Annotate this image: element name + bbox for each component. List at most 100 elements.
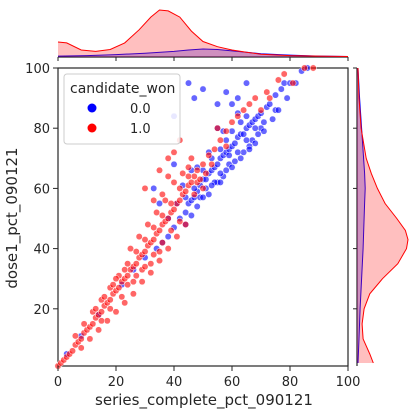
point-0-0-94 [274, 106, 282, 114]
point-0-0-97 [199, 193, 207, 201]
point-1-0-111 [141, 263, 149, 271]
y-tick-label-4: 100 [25, 62, 50, 77]
point-1-0-120 [92, 305, 100, 313]
point-1-0-91 [135, 233, 143, 241]
point-0-0-27 [231, 139, 239, 147]
axes: 0 20 40 60 80 100 20 40 60 80 100 [25, 57, 360, 390]
point-1-0-124 [214, 124, 221, 132]
point-0-0-40 [277, 85, 285, 93]
point-1-0-129 [289, 79, 297, 87]
point-1-0-133 [185, 163, 192, 171]
point-0-0-99 [216, 169, 224, 177]
point-0-0-72 [170, 160, 178, 168]
point-1-0-71 [141, 236, 149, 244]
point-0-0-70 [156, 200, 163, 207]
point-0-0-108 [214, 100, 221, 108]
legend-marker-0 [87, 103, 97, 113]
point-1-0-95 [170, 178, 178, 186]
point-1-0-44 [182, 187, 190, 195]
point-1-0-100 [164, 154, 172, 162]
point-1-0-40 [170, 206, 178, 213]
y-tick-label-2: 60 [33, 182, 50, 197]
point-0-0-48 [190, 184, 198, 192]
point-0-0-7 [164, 233, 172, 241]
point-1-0-122 [170, 148, 178, 156]
point-0-0-93 [269, 115, 277, 123]
point-1-0-118 [109, 281, 117, 289]
point-0-0-73 [216, 178, 224, 186]
x-tick-label-5: 100 [336, 375, 361, 390]
point-1-0-116 [112, 275, 120, 283]
x-tick-label-1: 20 [108, 375, 125, 390]
point-1-0-127 [257, 106, 265, 114]
point-1-0-12 [89, 320, 97, 328]
point-0-0-88 [228, 163, 236, 171]
x-tick-label-0: 0 [54, 375, 62, 390]
point-1-0-121 [164, 172, 172, 180]
point-1-0-27 [132, 260, 140, 268]
y-axis-label: dose1_pct_090121 [3, 147, 22, 288]
point-0-0-17 [202, 175, 210, 183]
point-0-0-64 [222, 166, 230, 174]
point-1-0-52 [216, 136, 224, 144]
point-0-0-65 [231, 157, 239, 165]
point-1-0-62 [309, 64, 317, 72]
point-1-0-78 [86, 335, 94, 343]
point-1-0-83 [129, 290, 137, 298]
point-1-0-70 [132, 248, 140, 256]
point-0-0-10 [182, 209, 190, 216]
point-1-0-60 [274, 76, 282, 84]
point-1-0-8 [77, 335, 85, 343]
point-1-0-24 [124, 272, 132, 280]
point-0-0-53 [228, 127, 236, 135]
point-0-0-52 [222, 136, 230, 144]
kde-x-line-1-0 [57, 9, 349, 57]
point-1-0-134 [190, 190, 198, 198]
point-1-0-64 [80, 320, 88, 328]
point-0-0-76 [254, 130, 262, 138]
point-0-0-92 [260, 127, 268, 135]
point-1-0-109 [124, 281, 132, 289]
point-1-0-104 [147, 260, 155, 268]
point-1-0-21 [115, 284, 123, 292]
x-axis-label: series_complete_pct_090121 [95, 391, 313, 410]
point-1-0-106 [118, 293, 126, 301]
point-1-0-93 [153, 209, 161, 216]
point-1-0-110 [132, 272, 140, 280]
point-1-0-38 [164, 215, 172, 222]
point-0-0-62 [205, 190, 213, 198]
point-1-0-79 [95, 326, 103, 334]
point-1-0-105 [156, 248, 163, 256]
point-1-0-56 [240, 106, 248, 114]
x-tick-label-3: 60 [224, 375, 241, 390]
point-0-0-103 [251, 124, 259, 132]
point-0-0-83 [187, 212, 195, 219]
point-1-0-136 [202, 169, 210, 177]
kde-y-line-1-0 [357, 67, 409, 364]
point-0-0-89 [237, 154, 245, 162]
legend: candidate_won 0.0 1.0 [63, 73, 181, 145]
point-1-0-50 [205, 151, 213, 159]
point-1-0-108 [98, 317, 105, 325]
y-tick-label-1: 40 [33, 243, 50, 258]
y-tick-label-0: 20 [33, 303, 50, 318]
legend-marker-1 [87, 123, 97, 133]
point-1-0-5 [69, 347, 76, 355]
x-tick-label-4: 80 [282, 375, 299, 390]
point-0-0-41 [280, 79, 288, 87]
point-0-0-107 [199, 85, 207, 93]
point-1-0-132 [158, 190, 166, 198]
point-1-0-72 [150, 224, 158, 231]
point-0-0-102 [243, 136, 250, 144]
point-1-0-69 [124, 260, 132, 268]
point-0-0-100 [225, 151, 233, 159]
point-1-0-114 [167, 227, 175, 234]
point-1-0-119 [100, 293, 108, 301]
point-1-0-88 [173, 233, 181, 241]
point-1-0-49 [199, 160, 207, 168]
point-1-0-92 [144, 221, 152, 228]
point-1-0-73 [158, 212, 166, 219]
point-1-0-59 [263, 88, 271, 96]
point-1-0-135 [196, 175, 204, 183]
